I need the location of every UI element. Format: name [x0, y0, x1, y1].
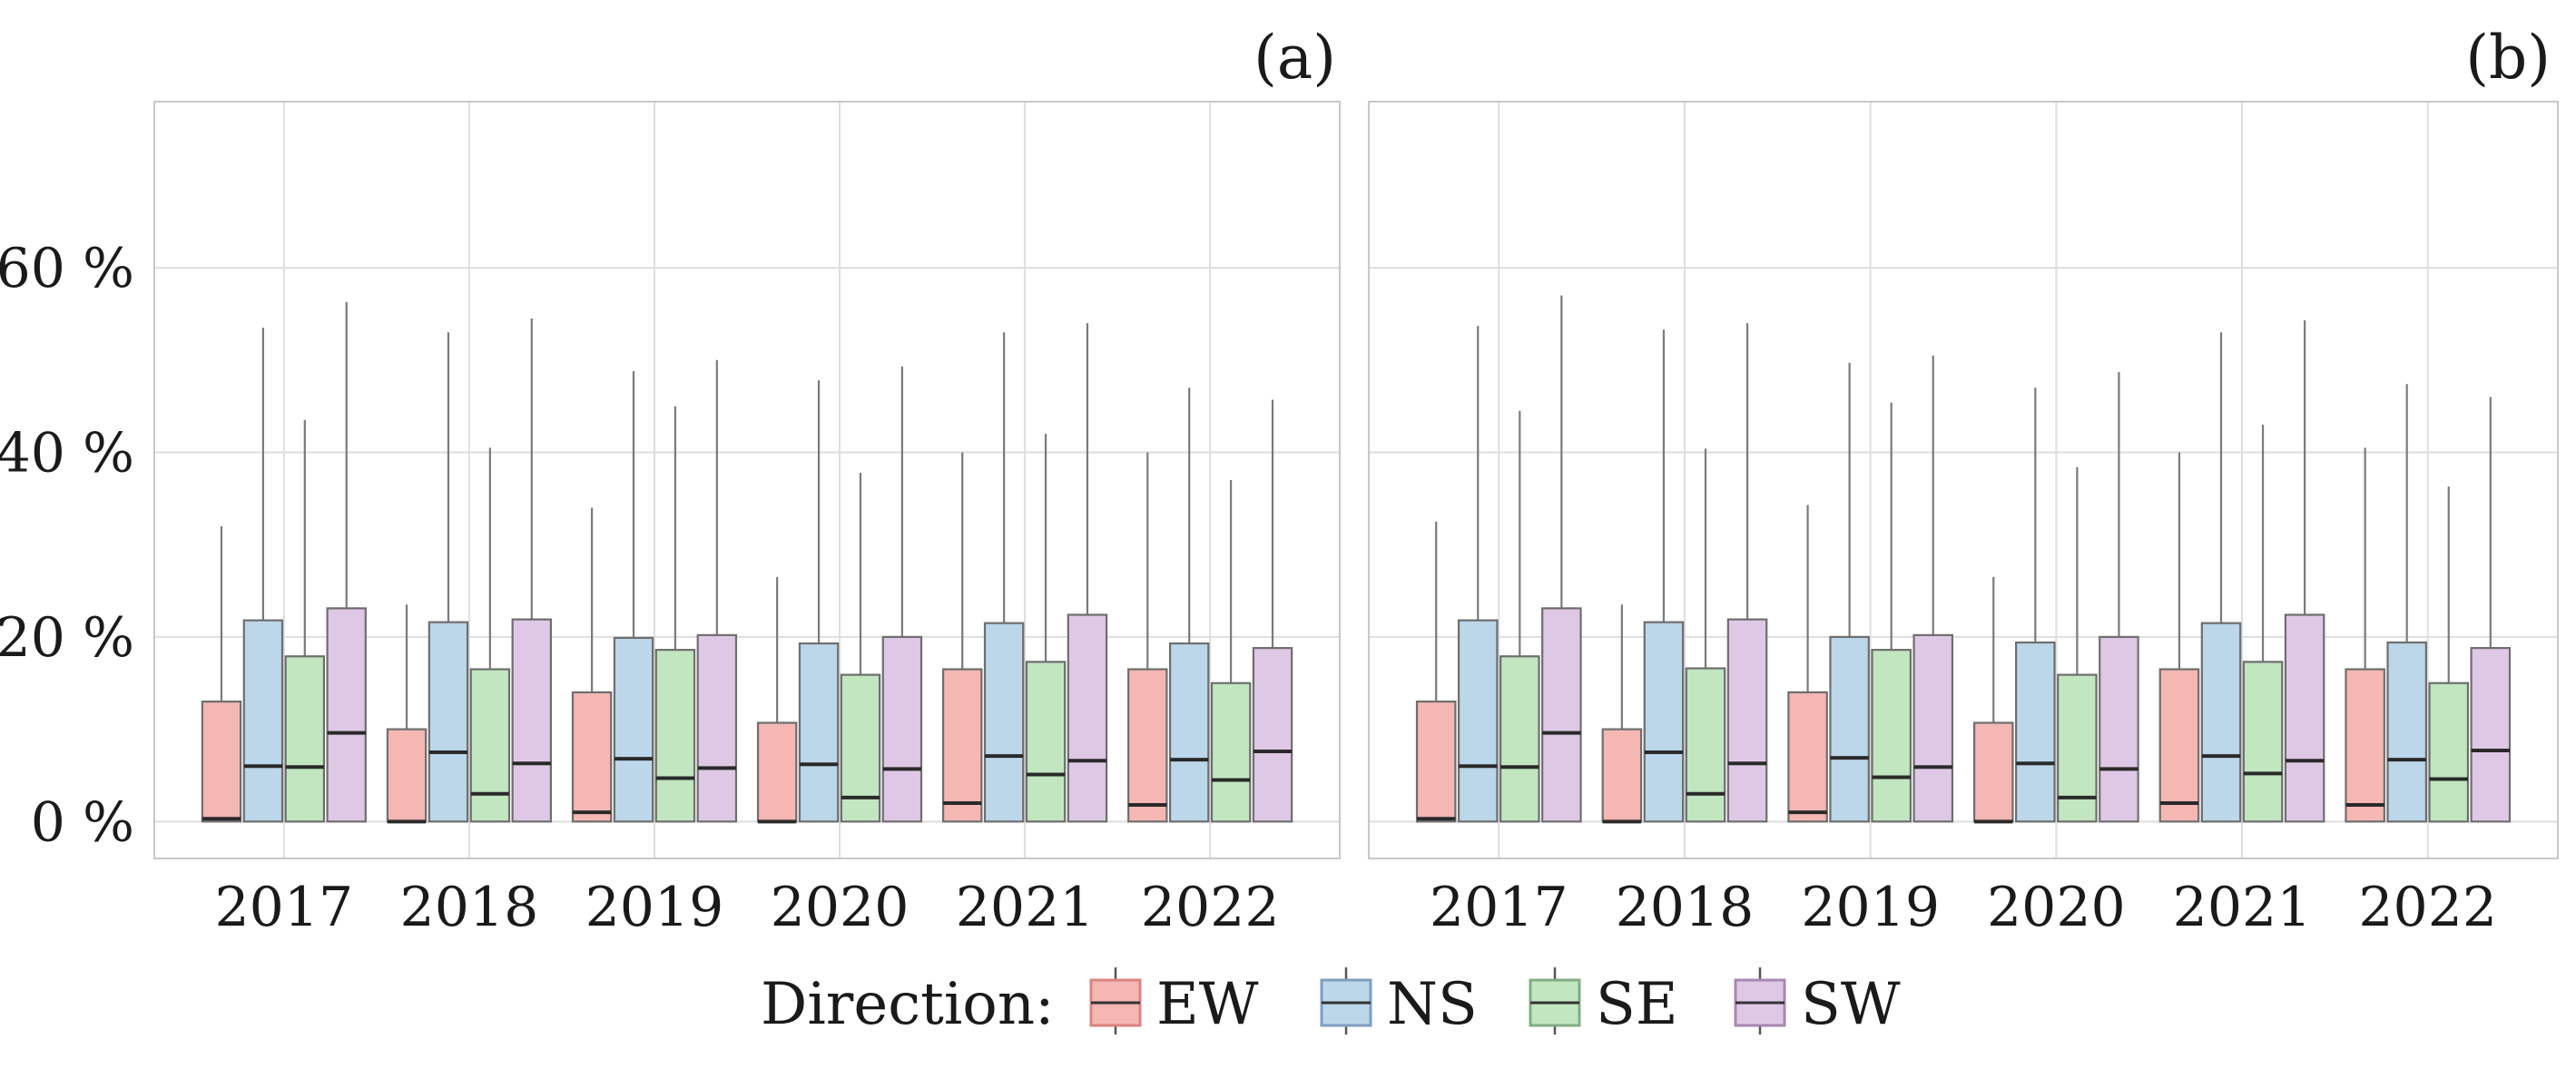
- box-SW-2021: [2284, 613, 2325, 823]
- box-SW-2017: [1541, 607, 1582, 823]
- box-SE-2021: [2242, 661, 2284, 823]
- box-SE-2019: [1871, 649, 1912, 823]
- y-tick-label: 40 %: [0, 421, 134, 485]
- panel-b: (b) 2017 2018 2019 2020 2021 2022: [1368, 23, 2559, 939]
- x-tick-label: 2021: [2173, 876, 2312, 939]
- box-NS-2021: [2200, 622, 2242, 823]
- box-EW-2018: [1601, 728, 1643, 823]
- legend-key-sw: SW: [1734, 967, 1901, 1038]
- y-tick-label: 0 %: [31, 790, 134, 854]
- x-tick-label: 2021: [956, 876, 1095, 939]
- box-EW-2022: [1127, 668, 1168, 823]
- box-SW-2019: [1912, 633, 1954, 823]
- legend-label-ew: EW: [1156, 971, 1259, 1038]
- legend: Direction: EW NS SE SW: [761, 967, 1901, 1038]
- box-SW-2022: [2470, 647, 2512, 823]
- panel-a: (a) 2017 2018 2019 2020 2021 2022 0 % 20 % 40 % 6…: [0, 23, 1341, 939]
- legend-label-se: SE: [1596, 971, 1678, 1038]
- box-SE-2020: [2057, 673, 2098, 823]
- box-SW-2018: [511, 618, 552, 823]
- box-EW-2017: [201, 700, 242, 823]
- box-SW-2020: [881, 635, 923, 823]
- box-EW-2021: [2158, 668, 2200, 823]
- box-NS-2018: [428, 621, 469, 823]
- legend-key-se: SE: [1529, 967, 1678, 1038]
- box-SE-2021: [1025, 661, 1067, 823]
- y-tick-label: 20 %: [0, 606, 134, 670]
- box-SE-2017: [1499, 655, 1540, 823]
- box-EW-2020: [756, 721, 798, 823]
- box-EW-2022: [2345, 668, 2385, 823]
- legend-label-ns: NS: [1387, 971, 1478, 1038]
- box-EW-2019: [571, 691, 613, 823]
- legend-title: Direction:: [761, 971, 1055, 1038]
- panel-a-label: (a): [1254, 23, 1336, 93]
- box-SE-2018: [1685, 667, 1726, 823]
- box-SE-2017: [284, 655, 326, 823]
- y-tick-label: 60 %: [0, 237, 134, 300]
- box-SE-2020: [840, 673, 881, 823]
- box-NS-2017: [242, 619, 284, 823]
- box-SW-2021: [1067, 613, 1108, 823]
- box-NS-2022: [1168, 642, 1210, 823]
- box-EW-2021: [942, 668, 983, 823]
- box-EW-2018: [386, 728, 428, 823]
- box-NS-2019: [1829, 635, 1870, 823]
- x-tick-label: 2019: [1801, 876, 1940, 939]
- box-NS-2018: [1643, 621, 1685, 823]
- panel-b-label: (b): [2465, 23, 2551, 93]
- x-tick-label: 2018: [1616, 876, 1755, 939]
- x-tick-label: 2020: [771, 876, 909, 939]
- legend-key-ns: NS: [1320, 967, 1478, 1038]
- box-NS-2017: [1457, 619, 1499, 823]
- x-tick-label: 2018: [400, 876, 539, 939]
- plot-border: [1368, 101, 2559, 859]
- box-SE-2022: [1210, 682, 1252, 823]
- x-tick-label: 2022: [1141, 876, 1280, 939]
- box-SE-2018: [469, 668, 511, 823]
- legend-key-ew: EW: [1089, 967, 1259, 1038]
- box-SE-2019: [654, 649, 696, 823]
- x-tick-label: 2020: [1987, 876, 2126, 939]
- box-SE-2022: [2428, 682, 2470, 823]
- box-EW-2020: [1972, 721, 2014, 823]
- plot-border: [153, 101, 1341, 859]
- x-tick-label: 2019: [585, 876, 724, 939]
- box-SW-2019: [696, 633, 738, 823]
- box-SW-2018: [1726, 618, 1768, 823]
- box-NS-2022: [2386, 641, 2427, 823]
- box-SW-2020: [2099, 635, 2139, 823]
- legend-label-sw: SW: [1801, 971, 1901, 1038]
- box-SW-2017: [326, 607, 367, 823]
- x-tick-label: 2017: [1430, 876, 1568, 939]
- box-EW-2017: [1415, 700, 1457, 823]
- box-NS-2020: [798, 642, 840, 823]
- box-NS-2021: [983, 622, 1025, 823]
- x-tick-label: 2022: [2358, 876, 2497, 939]
- box-NS-2019: [613, 636, 654, 823]
- x-tick-label: 2017: [214, 876, 353, 939]
- box-EW-2019: [1787, 691, 1828, 823]
- box-NS-2020: [2015, 641, 2056, 823]
- box-SW-2022: [1252, 647, 1293, 823]
